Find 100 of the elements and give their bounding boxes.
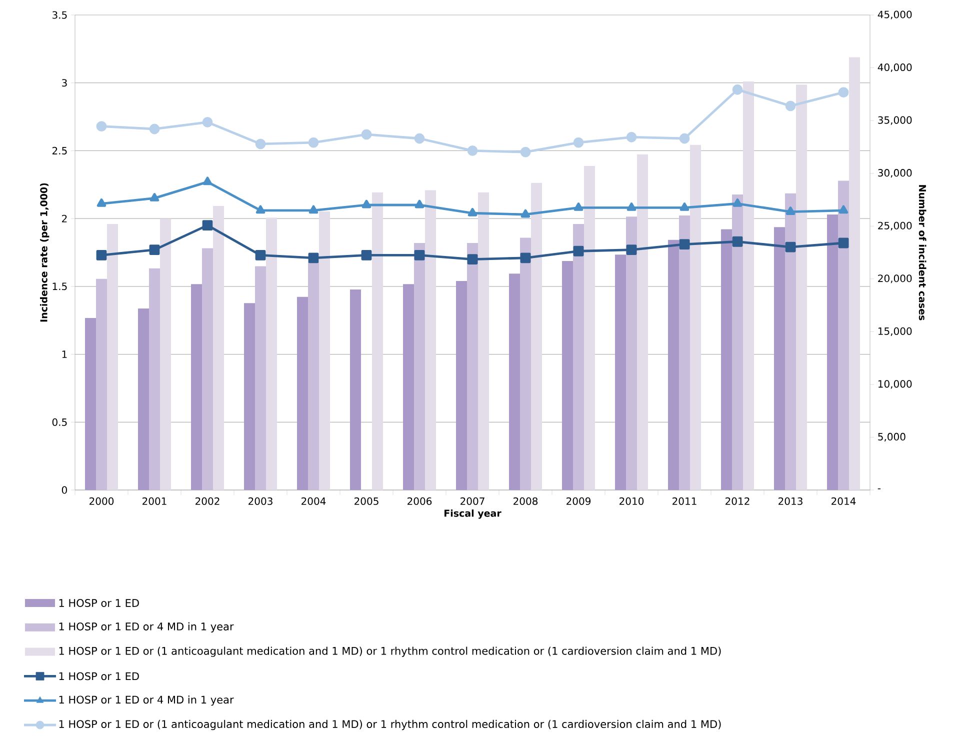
bar (96, 278, 107, 490)
bar (721, 229, 732, 490)
x-tick-label: 2005 (354, 497, 378, 505)
point (361, 250, 372, 260)
legend-label: 1 HOSP or 1 ED (59, 672, 139, 680)
y-tick-label: 3 (62, 79, 67, 87)
legend-label: 1 HOSP or 1 ED or (1 anticoagulant medication and 1 MD) or 1 rhythm control medication or (1 cardioversion claim and 1 MD) (59, 646, 721, 657)
point (732, 198, 742, 207)
y2-tick-label: 10,000 (878, 380, 912, 389)
y-axis-title: Incidence rate (per 1,000) (40, 183, 50, 322)
x-tick-label: 2004 (302, 497, 326, 505)
y2-tick-label: 15,000 (878, 327, 912, 336)
bar (138, 308, 149, 490)
bar (308, 262, 320, 490)
bar (849, 57, 860, 490)
point (520, 252, 531, 264)
x-tick-label: 2006 (408, 497, 432, 505)
point (785, 242, 796, 252)
point (573, 137, 584, 148)
point (255, 250, 266, 260)
point (838, 238, 849, 248)
y2-tick-label: 30,000 (878, 169, 912, 178)
bar (584, 166, 596, 490)
bar (690, 144, 702, 490)
bar (774, 227, 786, 490)
point (732, 84, 743, 95)
point (838, 205, 848, 214)
y2-tick-label: 25,000 (878, 222, 912, 230)
point (149, 124, 160, 134)
point (96, 250, 107, 260)
point (680, 202, 690, 211)
point (414, 200, 424, 208)
y-tick-label: 2 (62, 214, 67, 222)
point (785, 100, 796, 112)
bar (244, 303, 256, 490)
point (838, 87, 849, 98)
point (732, 236, 743, 247)
x-tick-label: 2001 (142, 497, 166, 505)
point (679, 239, 690, 250)
point (679, 133, 690, 144)
y2-tick-label: 40,000 (878, 63, 912, 72)
y-tick-label: 0.5 (52, 418, 67, 426)
bar (467, 242, 478, 490)
bar (350, 289, 362, 490)
x-axis-title: Fiscal year (444, 509, 502, 519)
bar (85, 318, 96, 490)
point (96, 121, 107, 132)
point (467, 146, 478, 156)
point (202, 220, 213, 231)
bar (743, 81, 754, 490)
bar (202, 248, 214, 490)
x-tick-label: 2008 (514, 497, 538, 505)
point (308, 205, 318, 214)
point (255, 138, 266, 150)
y2-axis-title: Number of incident cases (918, 185, 926, 320)
bar (626, 216, 638, 490)
x-tick-label: 2010 (620, 497, 644, 505)
x-tick-label: 2011 (672, 497, 696, 505)
point (256, 205, 266, 214)
bar (732, 194, 744, 490)
bar (255, 266, 266, 490)
point (308, 252, 319, 264)
point (468, 208, 478, 216)
point (467, 254, 478, 264)
point (308, 137, 319, 148)
x-tick-label: 2000 (90, 497, 114, 505)
bar (838, 180, 850, 490)
y2-tick-label: 20,000 (878, 274, 912, 284)
point (202, 117, 213, 128)
bar (679, 216, 690, 490)
y2-tick-label: 5,000 (878, 432, 906, 442)
point (520, 209, 530, 218)
x-tick-label: 2002 (196, 497, 220, 505)
bar (562, 260, 574, 490)
point (414, 250, 425, 260)
point (362, 200, 372, 208)
bar (573, 224, 584, 490)
legend-label: 1 HOSP or 1 ED or (1 anticoagulant medication and 1 MD) or 1 rhythm control medication or (1 cardioversion claim and 1 MD) (59, 720, 721, 730)
bar (456, 280, 468, 490)
bar (785, 193, 796, 490)
point (149, 244, 160, 255)
bar (213, 206, 224, 490)
point (574, 202, 584, 211)
y-tick-label: 0 (62, 486, 67, 494)
point (626, 132, 637, 142)
bar (266, 218, 278, 490)
bar (796, 84, 808, 490)
point (626, 202, 636, 211)
bar (531, 182, 542, 490)
x-tick-label: 2014 (832, 497, 856, 505)
x-tick-label: 2012 (726, 497, 750, 505)
bar (414, 242, 426, 490)
x-tick-label: 2009 (566, 497, 591, 505)
point (786, 206, 796, 215)
point (361, 129, 372, 140)
bar (509, 274, 520, 490)
x-tick-label: 2007 (460, 497, 484, 505)
legend-label: 1 HOSP or 1 ED (59, 599, 139, 607)
legend-label: 1 HOSP or 1 ED or 4 MD in 1 year (59, 696, 234, 706)
point (96, 198, 106, 207)
